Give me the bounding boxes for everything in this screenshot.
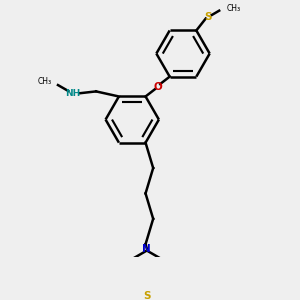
Text: N: N	[142, 244, 151, 254]
Text: CH₃: CH₃	[38, 77, 52, 86]
Text: S: S	[143, 291, 151, 300]
Text: S: S	[204, 11, 212, 22]
Text: O: O	[153, 82, 162, 92]
Text: CH₃: CH₃	[227, 4, 241, 14]
Text: NH: NH	[66, 89, 81, 98]
